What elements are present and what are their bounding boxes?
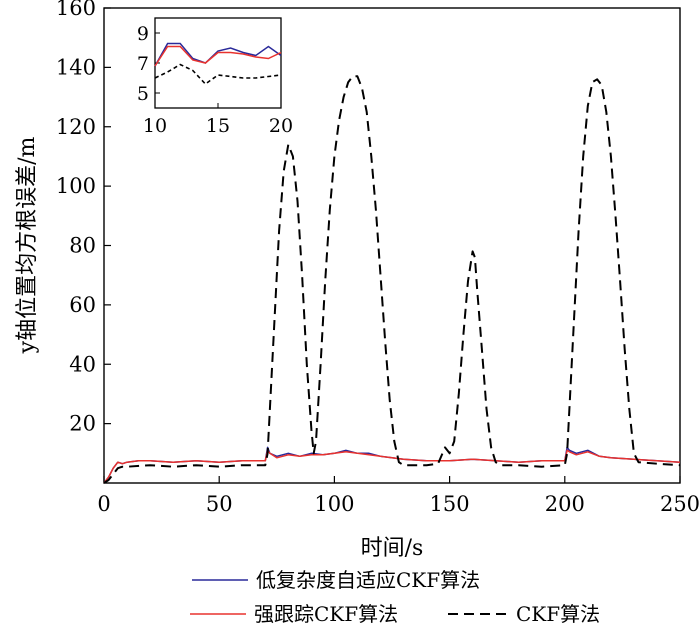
legend: 低复杂度自适应CKF算法 强跟踪CKF算法 CKF算法 — [190, 568, 600, 626]
legend-label-strong-tracking-ckf: 强跟踪CKF算法 — [254, 602, 398, 626]
x-tick-label: 250 — [660, 492, 700, 516]
x-tick-label: 0 — [97, 492, 110, 516]
legend-label-ckf: CKF算法 — [516, 602, 600, 626]
main-series — [103, 75, 681, 484]
series-ckf — [103, 75, 681, 484]
inset-y-tick-label: 7 — [137, 53, 149, 75]
x-axis-label: 时间/s — [361, 536, 424, 561]
y-tick-label: 80 — [69, 234, 96, 258]
y-tick-label: 40 — [69, 352, 96, 376]
inset-plot: 10 15 20 5 7 9 — [137, 17, 293, 137]
x-tick-label: 50 — [206, 492, 233, 516]
inset-x-tick-label: 20 — [269, 115, 293, 137]
inset-series-ckf — [154, 63, 282, 86]
inset-series-adaptive-ckf — [154, 42, 282, 67]
y-axis-label: y轴位置均方根误差/m — [15, 137, 40, 355]
legend-label-adaptive-ckf: 低复杂度自适应CKF算法 — [256, 568, 480, 592]
x-tick-label: 100 — [314, 492, 354, 516]
y-tick-label: 160 — [56, 0, 96, 20]
y-tick-label: 20 — [69, 412, 96, 436]
y-tick-label: 60 — [69, 293, 96, 317]
series-strong-tracking-ckf — [103, 449, 681, 484]
inset-frame — [154, 17, 282, 109]
main-axes: 0 50 100 150 200 250 20 40 60 80 100 120 140 160 — [56, 0, 700, 516]
y-tick-label: 100 — [56, 174, 96, 198]
x-tick-label: 200 — [545, 492, 585, 516]
y-tick-label: 120 — [56, 115, 96, 139]
inset-series-strong-tracking-ckf — [154, 45, 282, 67]
x-tick-label: 150 — [430, 492, 470, 516]
inset-x-tick-label: 10 — [143, 115, 167, 137]
inset-y-tick-label: 9 — [137, 23, 149, 45]
inset-y-tick-label: 5 — [137, 83, 149, 105]
y-tick-label: 140 — [56, 55, 96, 79]
inset-x-tick-label: 15 — [206, 115, 230, 137]
series-adaptive-ckf — [103, 446, 681, 484]
